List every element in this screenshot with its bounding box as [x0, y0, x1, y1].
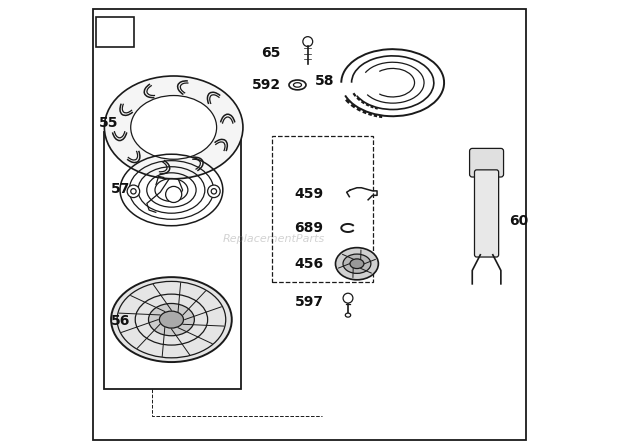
- Text: 608: 608: [100, 25, 130, 39]
- Ellipse shape: [117, 282, 226, 358]
- Ellipse shape: [343, 254, 371, 274]
- Text: 592: 592: [252, 78, 281, 92]
- Circle shape: [166, 186, 182, 202]
- Text: 689: 689: [294, 221, 324, 235]
- Ellipse shape: [104, 76, 243, 179]
- Text: 65: 65: [262, 46, 281, 60]
- Ellipse shape: [293, 83, 301, 87]
- Text: 459: 459: [294, 187, 324, 202]
- Bar: [272, 136, 373, 282]
- Text: 56: 56: [111, 314, 130, 328]
- Text: 456: 456: [294, 257, 324, 271]
- Ellipse shape: [111, 277, 232, 362]
- Bar: [104, 132, 241, 389]
- Ellipse shape: [345, 313, 351, 317]
- Circle shape: [211, 189, 216, 194]
- Ellipse shape: [149, 304, 194, 336]
- Text: 60: 60: [509, 214, 528, 228]
- FancyBboxPatch shape: [469, 148, 503, 177]
- FancyBboxPatch shape: [474, 170, 498, 257]
- Ellipse shape: [131, 96, 216, 159]
- Ellipse shape: [159, 311, 184, 328]
- Ellipse shape: [335, 248, 378, 280]
- Ellipse shape: [343, 293, 353, 303]
- Circle shape: [208, 185, 220, 198]
- Circle shape: [131, 189, 136, 194]
- Circle shape: [303, 37, 312, 46]
- Text: ReplacementParts: ReplacementParts: [223, 234, 326, 244]
- Text: 58: 58: [315, 74, 335, 89]
- Circle shape: [127, 185, 140, 198]
- Ellipse shape: [289, 80, 306, 90]
- Text: 597: 597: [294, 295, 324, 309]
- Text: 57: 57: [111, 181, 130, 196]
- Ellipse shape: [350, 259, 364, 269]
- Bar: [96, 17, 135, 47]
- Text: 55: 55: [99, 116, 118, 130]
